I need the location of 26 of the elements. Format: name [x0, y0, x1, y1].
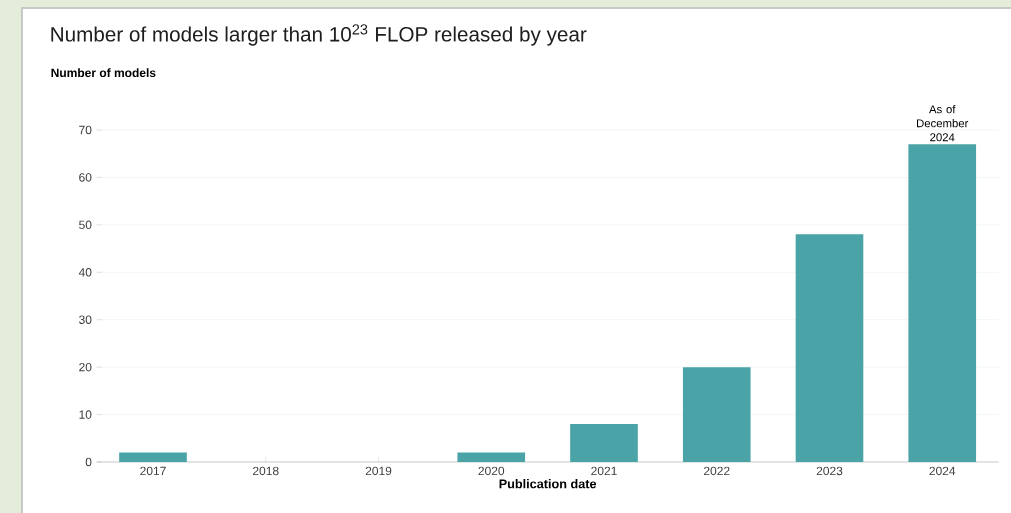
y-tick-label: 70 — [79, 125, 92, 135]
x-tick-label: 2019 — [365, 466, 392, 476]
bar — [795, 234, 864, 462]
x-tick-label: 2017 — [140, 466, 166, 476]
annotation: As of December 2024 — [917, 104, 969, 142]
x-tick-label: 2021 — [591, 466, 617, 476]
chart-title: Number of models larger than 10$^{23}$ FLOP released by year — [51, 24, 587, 46]
y-tick-label: 40 — [78, 268, 92, 277]
y-tick-label: 10 — [79, 410, 92, 419]
bar — [908, 144, 977, 462]
x-tick-label: 2020 — [478, 466, 505, 476]
y-tick-label: 50 — [79, 220, 92, 230]
bar — [119, 452, 187, 462]
y-axis-title: Number of models — [51, 68, 156, 78]
x-axis-title: Publication date — [499, 479, 597, 489]
y-tick-label: 0 — [85, 457, 92, 467]
x-tick-label: 2023 — [816, 466, 843, 476]
x-tick-label: 2024 — [929, 466, 956, 476]
x-tick-label: 2018 — [253, 466, 279, 476]
bar — [457, 452, 526, 462]
bar — [570, 424, 638, 462]
y-tick-label: 20 — [79, 362, 92, 372]
bar — [682, 367, 751, 462]
x-tick-label: 2022 — [704, 466, 730, 476]
y-tick-label: 30 — [79, 315, 92, 324]
y-tick-label: 60 — [79, 173, 92, 182]
